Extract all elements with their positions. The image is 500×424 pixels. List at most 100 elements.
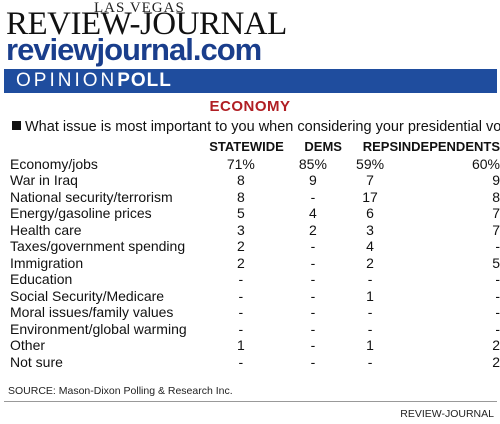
cell-reps: 2 <box>366 254 374 271</box>
column-header-independents: INDEPENDENTS <box>398 139 500 154</box>
cell-reps: 4 <box>366 238 374 254</box>
cell-dems: - <box>310 304 316 320</box>
banner-suffix: POLL <box>117 70 172 91</box>
cell-statewide: 5 <box>236 205 245 221</box>
cell-independents: 2 <box>492 353 500 370</box>
cell-dems: - <box>310 271 316 287</box>
cell-dems: - <box>310 337 316 353</box>
bullet-square-icon <box>12 121 21 130</box>
cell-statewide: 3 <box>236 221 245 238</box>
row-label: Social Security/Medicare <box>10 287 165 304</box>
cell-statewide: - <box>238 304 244 320</box>
table-row: Health care 3 2 3 7 <box>10 222 500 239</box>
poll-table-body: Economy/jobs 71% 85% 59% 60% War in Iraq 8 9 7 9 N… <box>10 156 500 371</box>
column-header-statewide: STATEWIDE <box>209 139 284 154</box>
column-header-label <box>10 139 198 156</box>
cell-dems: 9 <box>309 172 317 188</box>
cell-independents: - <box>495 320 500 337</box>
table-row: Taxes/government spending 2 - 4 - <box>10 238 500 255</box>
cell-independents: - <box>495 287 500 304</box>
cell-reps: 1 <box>366 287 374 304</box>
cell-independents: 2 <box>492 337 500 353</box>
cell-reps: - <box>367 353 373 370</box>
table-row: National security/terrorism 8 - 17 8 <box>10 189 500 206</box>
cell-independents: 60% <box>471 155 500 172</box>
cell-statewide: - <box>238 320 244 337</box>
row-label: Economy/jobs <box>10 155 98 172</box>
cell-statewide: 71% <box>226 155 255 172</box>
opinion-poll-banner: OPINIONPOLL <box>4 69 497 93</box>
cell-statewide: 1 <box>236 337 245 353</box>
row-label: Environment/global warming <box>10 320 187 337</box>
cell-reps: - <box>367 320 373 337</box>
cell-dems: - <box>310 353 316 370</box>
cell-reps: 1 <box>366 337 374 353</box>
masthead-paper-name: REVIEW-JOURNAL <box>6 6 287 42</box>
poll-question-text: What issue is most important to you when… <box>25 119 500 135</box>
cell-reps: 6 <box>366 205 374 221</box>
table-row: Economy/jobs 71% 85% 59% 60% <box>10 156 500 173</box>
row-label: Education <box>10 271 73 287</box>
cell-independents: - <box>495 271 500 287</box>
row-label: Energy/gasoline prices <box>10 205 152 221</box>
row-label: War in Iraq <box>10 172 78 188</box>
row-label: Immigration <box>10 254 84 271</box>
cell-statewide: - <box>238 353 244 370</box>
cell-statewide: 2 <box>236 238 245 254</box>
cell-statewide: 8 <box>236 172 245 188</box>
footer-divider <box>4 401 497 402</box>
table-header-row: STATEWIDE DEMS REPS INDEPENDENTS <box>10 139 500 156</box>
cell-independents: 7 <box>492 205 500 221</box>
cell-dems: - <box>310 254 316 271</box>
cell-dems: - <box>310 287 316 304</box>
column-header-dems: DEMS <box>304 139 342 154</box>
cell-reps: - <box>367 304 373 320</box>
row-label: Other <box>10 337 46 353</box>
cell-statewide: 8 <box>236 188 245 205</box>
poll-question: What issue is most important to you when… <box>12 119 500 135</box>
banner-prefix: OPINION <box>16 70 118 91</box>
row-label: Health care <box>10 221 82 238</box>
table-row: Other 1 - 1 2 <box>10 337 500 354</box>
table-row: Not sure - - - 2 <box>10 354 500 371</box>
masthead-site: reviewjournal.com <box>6 32 262 67</box>
cell-dems: 85% <box>298 155 327 172</box>
row-label: National security/terrorism <box>10 188 173 205</box>
cell-dems: - <box>310 320 316 337</box>
table-row: Moral issues/family values - - - - <box>10 304 500 321</box>
cell-reps: 59% <box>356 155 385 172</box>
table-row: Energy/gasoline prices 5 4 6 7 <box>10 205 500 222</box>
table-row: Environment/global warming - - - - <box>10 321 500 338</box>
masthead: LAS VEGAS REVIEW-JOURNAL reviewjournal.c… <box>6 0 306 70</box>
masthead-city: LAS VEGAS <box>94 0 185 16</box>
cell-statewide: - <box>238 271 244 287</box>
cell-dems: 2 <box>309 221 317 238</box>
cell-reps: 17 <box>362 188 378 205</box>
table-row: Immigration 2 - 2 5 <box>10 255 500 272</box>
cell-independents: 9 <box>492 172 500 188</box>
row-label: Moral issues/family values <box>10 304 174 320</box>
cell-dems: - <box>310 188 316 205</box>
cell-dems: 4 <box>309 205 317 221</box>
cell-reps: 3 <box>366 221 374 238</box>
table-row: Education - - - - <box>10 271 500 288</box>
cell-reps: 7 <box>366 172 374 188</box>
table-row: War in Iraq 8 9 7 9 <box>10 172 500 189</box>
cell-independents: 7 <box>492 221 500 238</box>
credit-label: REVIEW-JOURNAL <box>400 408 494 420</box>
poll-table: STATEWIDE DEMS REPS INDEPENDENTS Economy… <box>10 139 500 370</box>
cell-statewide: - <box>238 287 244 304</box>
cell-independents: - <box>495 304 500 320</box>
cell-statewide: 2 <box>236 254 245 271</box>
row-label: Taxes/government spending <box>10 238 186 254</box>
table-row: Social Security/Medicare - - 1 - <box>10 288 500 305</box>
row-label: Not sure <box>10 353 63 370</box>
chart-title: ECONOMY <box>209 98 291 115</box>
source-note: SOURCE: Mason-Dixon Polling & Research I… <box>8 385 233 397</box>
cell-independents: 5 <box>492 254 500 271</box>
cell-independents: - <box>495 238 500 254</box>
cell-reps: - <box>367 271 373 287</box>
cell-independents: 8 <box>492 188 500 205</box>
column-header-reps: REPS <box>362 139 399 154</box>
cell-dems: - <box>310 238 316 254</box>
